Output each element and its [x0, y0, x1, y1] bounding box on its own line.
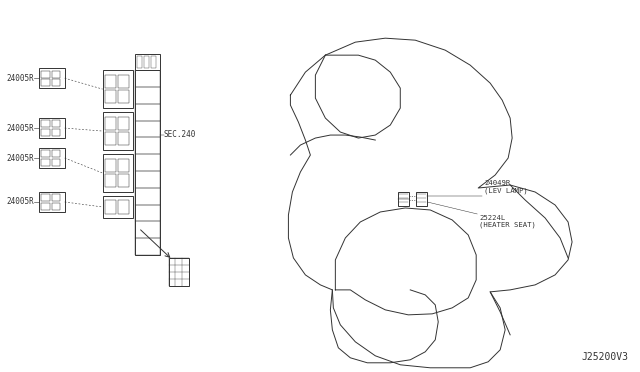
Bar: [134, 104, 159, 121]
Bar: [134, 87, 159, 104]
Bar: [134, 137, 159, 154]
Bar: [105, 174, 116, 187]
Bar: [52, 195, 60, 201]
Bar: [105, 117, 116, 130]
Text: 24005R: 24005R: [6, 154, 34, 163]
Bar: [118, 132, 129, 145]
Bar: [38, 192, 65, 212]
Bar: [42, 203, 50, 209]
Bar: [102, 196, 132, 218]
Bar: [134, 221, 159, 238]
Bar: [42, 129, 50, 136]
Bar: [150, 56, 156, 68]
Text: SEC.240: SEC.240: [164, 130, 196, 139]
Bar: [52, 203, 60, 209]
Bar: [416, 192, 428, 206]
Bar: [52, 79, 60, 86]
Bar: [42, 79, 50, 86]
Bar: [134, 188, 159, 205]
Bar: [52, 158, 60, 166]
Bar: [105, 158, 116, 172]
Bar: [102, 154, 132, 192]
Text: J25200V3: J25200V3: [581, 352, 628, 362]
Bar: [118, 75, 129, 88]
Bar: [42, 121, 50, 128]
Bar: [134, 54, 159, 70]
Bar: [136, 56, 141, 68]
Bar: [38, 148, 65, 168]
Bar: [52, 129, 60, 136]
Bar: [134, 70, 159, 87]
Bar: [398, 192, 409, 206]
Bar: [105, 90, 116, 103]
Bar: [102, 70, 132, 108]
Text: 24005R: 24005R: [6, 198, 34, 206]
Bar: [42, 150, 50, 157]
Bar: [134, 171, 159, 188]
Bar: [118, 158, 129, 172]
Bar: [52, 150, 60, 157]
Bar: [143, 56, 148, 68]
Bar: [102, 112, 132, 150]
Text: 25224L
(HEATER SEAT): 25224L (HEATER SEAT): [479, 215, 536, 228]
Bar: [134, 238, 159, 255]
Bar: [134, 154, 159, 171]
Bar: [38, 68, 65, 88]
Bar: [52, 71, 60, 77]
Bar: [168, 258, 189, 286]
Text: 24005R: 24005R: [6, 74, 34, 83]
Bar: [38, 118, 65, 138]
Bar: [105, 75, 116, 88]
Bar: [118, 200, 129, 214]
Bar: [105, 132, 116, 145]
Text: 24005R: 24005R: [6, 124, 34, 132]
Bar: [134, 121, 159, 137]
Bar: [42, 158, 50, 166]
Bar: [42, 71, 50, 77]
Bar: [42, 195, 50, 201]
Bar: [52, 121, 60, 128]
Bar: [134, 70, 159, 255]
Bar: [118, 117, 129, 130]
Bar: [134, 205, 159, 221]
Bar: [105, 200, 116, 214]
Bar: [118, 90, 129, 103]
Text: 24049R
(LEV LAMP): 24049R (LEV LAMP): [484, 180, 528, 194]
Bar: [118, 174, 129, 187]
